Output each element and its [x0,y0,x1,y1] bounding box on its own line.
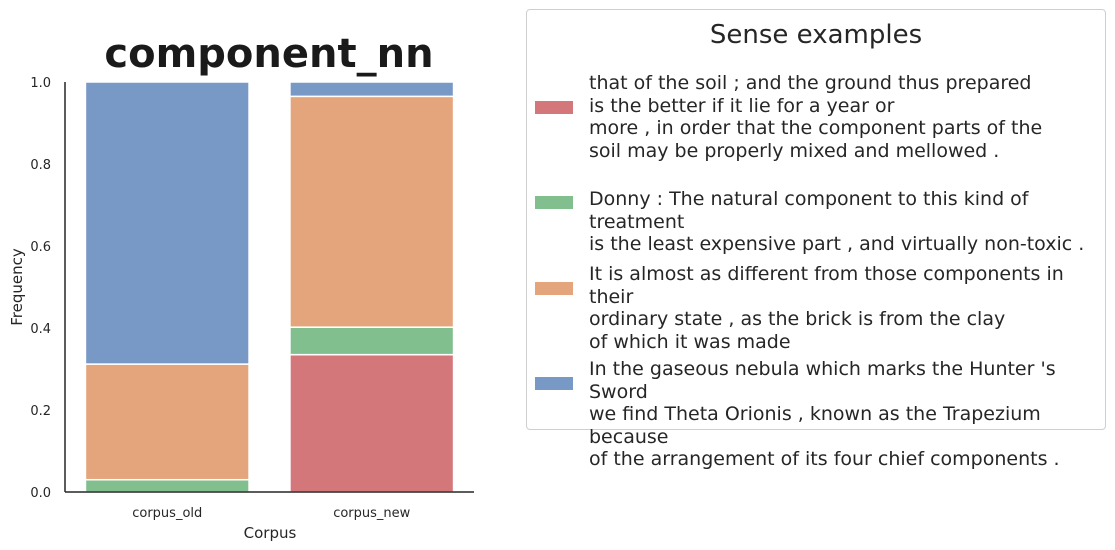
legend-entry-text: In the gaseous nebula which marks the Hu… [589,358,1060,470]
x-tick-label: corpus_new [333,506,410,521]
legend-swatch [535,282,573,295]
x-axis-ticks: corpus_old corpus_new [132,506,410,521]
legend-entry: that of the soil ; and the ground thus p… [535,72,1042,162]
legend: Sense examples that of the soil ; and th… [526,9,1106,470]
bar-segment [289,95,455,328]
legend-swatch [535,101,573,114]
legend-entry-text: It is almost as different from those com… [589,263,1064,353]
y-tick-label: 1.0 [30,76,51,91]
bar-group [84,81,455,493]
chart-title: component_nn [104,31,433,77]
bar-segment [289,81,455,98]
x-tick-label: corpus_old [132,506,202,521]
legend-swatch [535,196,573,209]
y-tick-label: 0.4 [30,322,51,337]
y-tick-label: 0.0 [30,486,51,501]
legend-entry: Donny : The natural component to this ki… [535,188,1105,256]
y-tick-label: 0.6 [30,240,51,255]
x-axis-label: Corpus [244,524,297,542]
legend-title: Sense examples [709,20,923,50]
y-tick-label: 0.8 [30,158,51,173]
bar-segment [289,353,455,493]
bar-segment [289,326,455,356]
y-axis-ticks: 0.0 0.2 0.4 0.6 0.8 1.0 [30,76,51,501]
y-axis-label: Frequency [8,248,26,326]
legend-swatch [535,377,573,390]
y-tick-label: 0.2 [30,404,51,419]
bar-segment [84,81,250,365]
legend-entry-text: Donny : The natural component to this ki… [589,188,1085,255]
bar-segment [84,363,250,481]
legend-entry: It is almost as different from those com… [535,263,1105,353]
legend-entry-text: that of the soil ; and the ground thus p… [589,72,1043,162]
legend-entry: In the gaseous nebula which marks the Hu… [535,358,1105,471]
bar-segment [84,478,250,493]
chart-area: component_nn 0.0 0.2 0.4 0.6 0.8 1.0 corpus_o… [8,31,474,542]
